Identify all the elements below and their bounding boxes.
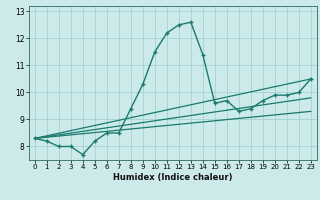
X-axis label: Humidex (Indice chaleur): Humidex (Indice chaleur) <box>113 173 233 182</box>
